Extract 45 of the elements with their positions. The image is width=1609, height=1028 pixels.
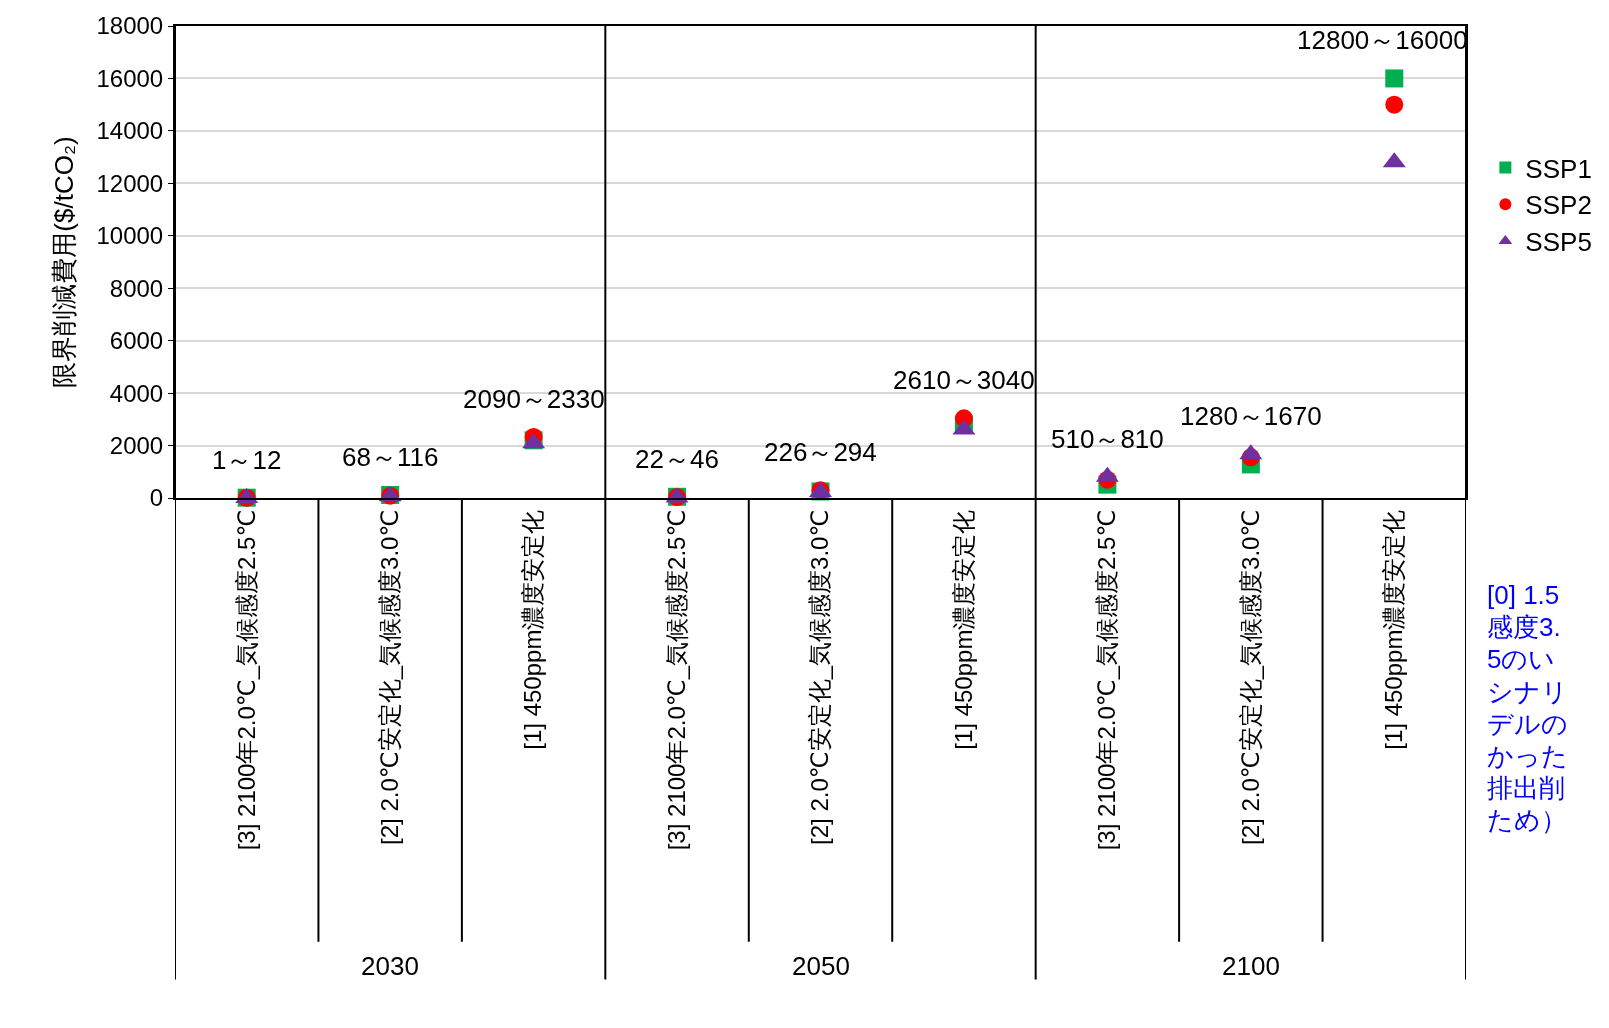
y-tick-label: 18000 (96, 12, 164, 40)
x-tick-label: [3] 2100年2.0℃_気候感度2.5℃ (1093, 509, 1121, 851)
x-tick-label: [1] 450ppm濃度安定化 (949, 509, 977, 750)
text: 排出削 (1487, 773, 1565, 803)
text: 2100 (1222, 951, 1280, 981)
point (1385, 95, 1404, 114)
x-tick-label: [2] 2.0℃安定化_気候感度3.0℃ (1236, 509, 1264, 845)
y-tick-label: 8000 (109, 274, 164, 302)
annotation: 1～12 (212, 445, 282, 475)
x-tick-label: [2] 2.0℃安定化_気候感度3.0℃ (806, 509, 834, 845)
x-tick-label: [3] 2100年2.0℃_気候感度2.5℃ (662, 509, 690, 851)
x-tick-label: [1] 450ppm濃度安定化 (519, 509, 547, 750)
x-tick-label: [3] 2100年2.0℃_気候感度2.5℃ (232, 509, 260, 851)
y-tick-label: 14000 (96, 117, 164, 145)
y-tick-label: 0 (149, 484, 164, 512)
y-tick-label: 10000 (96, 222, 164, 250)
y-tick-label: 4000 (109, 379, 164, 407)
text: ため） (1487, 805, 1567, 835)
text: デルの (1487, 709, 1568, 739)
text: 感度3. (1487, 612, 1561, 642)
x-tick-label: [1] 450ppm濃度安定化 (1380, 509, 1408, 750)
annotation: 12800～16000 (1297, 25, 1468, 55)
text: 5のい (1487, 644, 1556, 674)
annotation: 2090～2330 (463, 384, 605, 414)
annotation: 510～810 (1051, 424, 1164, 454)
legend-label: SSP5 (1525, 227, 1592, 258)
annotation: 22～46 (635, 444, 719, 474)
y-tick-label: 12000 (96, 169, 164, 197)
y-tick-label: 2000 (109, 431, 164, 459)
point (1385, 69, 1404, 88)
annotation: 226～294 (764, 437, 877, 467)
annotation: 2610～3040 (893, 365, 1035, 395)
annotation: 1280～1670 (1180, 401, 1322, 431)
text: [0] 1.5 (1487, 580, 1560, 610)
y-tick-label: 6000 (109, 327, 164, 355)
legend-label: SSP1 (1525, 153, 1592, 184)
x-tick-label: [2] 2.0℃安定化_気候感度3.0℃ (375, 509, 403, 845)
y-axis-title: 限界削減費用($/tCO₂) (49, 136, 80, 388)
legend-label: SSP2 (1525, 190, 1592, 221)
text: 2030 (361, 951, 419, 981)
y-tick-label: 16000 (96, 64, 164, 92)
text: 2050 (792, 951, 850, 981)
text: シナリ (1487, 677, 1568, 707)
annotation: 68～116 (342, 442, 439, 472)
text: かった (1487, 741, 1568, 771)
